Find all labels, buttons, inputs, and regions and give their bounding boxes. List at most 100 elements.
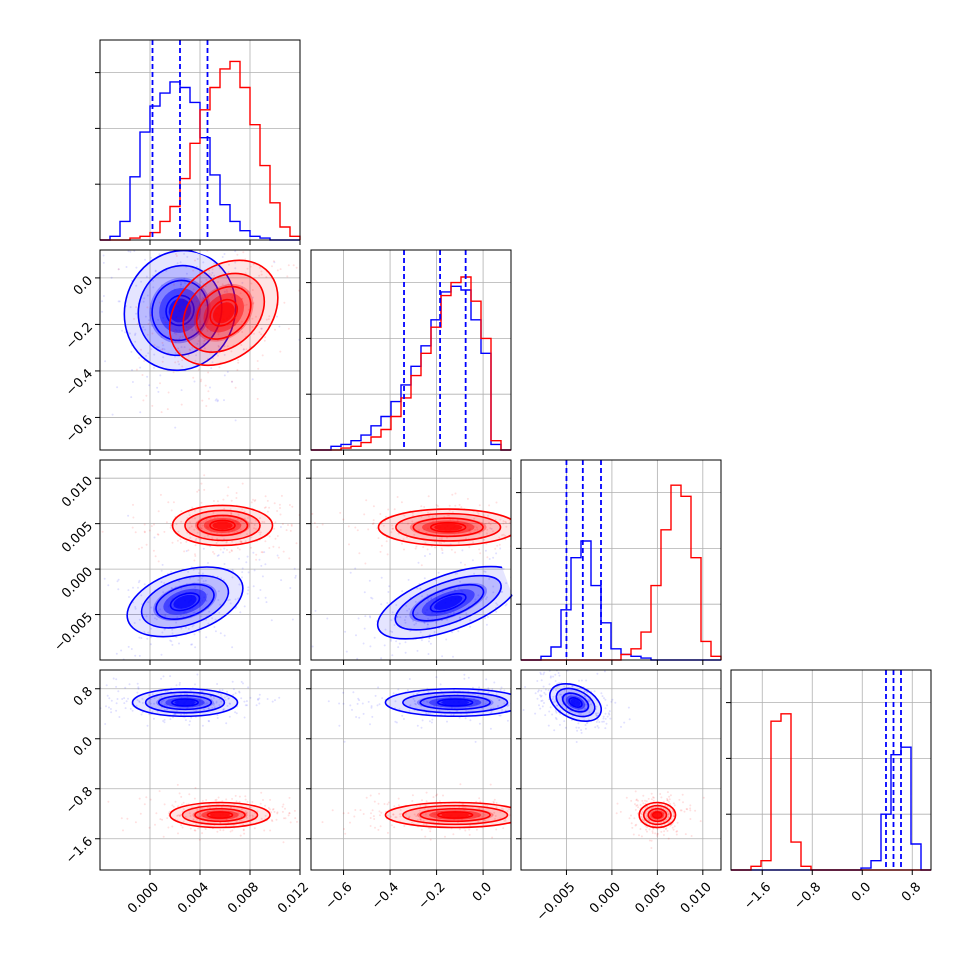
scatter-point: [246, 811, 249, 814]
scatter-point: [101, 530, 104, 533]
scatter-point: [191, 329, 194, 331]
scatter-point: [494, 818, 496, 820]
scatter-point: [197, 489, 200, 492]
scatter-point: [179, 813, 182, 816]
scatter-point: [170, 570, 173, 573]
scatter-point: [110, 711, 113, 714]
scatter-point: [354, 567, 357, 570]
scatter-point: [194, 359, 197, 362]
scatter-point: [115, 678, 118, 681]
scatter-point: [243, 700, 246, 703]
scatter-point: [259, 589, 262, 591]
scatter-point: [474, 598, 477, 601]
scatter-point: [464, 717, 467, 720]
scatter-point: [512, 567, 514, 569]
scatter-point: [176, 783, 179, 786]
scatter-point: [223, 353, 226, 356]
scatter-point: [401, 542, 403, 545]
scatter-point: [428, 827, 430, 830]
scatter-point: [462, 803, 465, 806]
scatter-point: [662, 820, 665, 823]
scatter-point: [512, 817, 514, 819]
scatter-point: [216, 717, 219, 719]
scatter-point: [465, 612, 468, 615]
scatter-point: [662, 834, 665, 836]
scatter-3-0-series-1: [107, 783, 298, 844]
scatter-point: [138, 636, 141, 639]
scatter-point: [260, 551, 263, 554]
scatter-point: [492, 591, 495, 594]
scatter-point: [189, 827, 192, 830]
scatter-point: [569, 709, 572, 712]
scatter-point: [435, 676, 438, 679]
scatter-point: [303, 241, 305, 243]
scatter-point: [227, 697, 230, 700]
scatter-point: [377, 828, 380, 831]
scatter-point: [666, 791, 669, 794]
scatter-point: [165, 269, 168, 272]
scatter-point: [383, 803, 386, 805]
scatter-point: [457, 531, 460, 534]
scatter-point: [542, 685, 545, 688]
scatter-point: [371, 809, 374, 812]
scatter-point: [575, 726, 578, 729]
scatter-point: [650, 815, 653, 818]
scatter-point: [435, 504, 438, 506]
scatter-point: [646, 826, 649, 829]
scatter-point: [131, 709, 134, 712]
scatter-point: [153, 536, 156, 539]
scatter-point: [193, 559, 196, 562]
scatter-point: [474, 528, 476, 531]
scatter-point: [279, 507, 281, 509]
scatter-point: [554, 673, 557, 676]
scatter-point: [513, 832, 515, 834]
scatter-point: [140, 546, 143, 549]
scatter-point: [202, 521, 205, 524]
scatter-point: [222, 709, 225, 712]
scatter-point: [161, 246, 163, 248]
scatter-point: [221, 283, 224, 286]
scatter-point: [264, 495, 267, 498]
scatter-point: [595, 714, 598, 717]
scatter-point: [205, 525, 208, 528]
scatter-point: [134, 654, 137, 657]
scatter-point: [137, 686, 140, 689]
scatter-point: [280, 579, 283, 582]
scatter-point: [148, 701, 151, 704]
scatter-point: [228, 702, 231, 705]
scatter-point: [386, 831, 389, 834]
scatter-point: [249, 345, 252, 348]
scatter-point: [404, 651, 407, 654]
scatter-point: [245, 816, 248, 819]
scatter-point: [392, 527, 394, 530]
scatter-point: [188, 514, 191, 517]
scatter-point: [143, 583, 146, 586]
scatter-point: [372, 522, 375, 525]
scatter-point: [205, 799, 208, 801]
scatter-point: [250, 501, 253, 504]
scatter-point: [169, 718, 172, 721]
y-tick-label-1-1: −0.4: [63, 366, 96, 399]
scatter-point: [255, 558, 258, 561]
scatter-point: [363, 513, 366, 516]
scatter-point: [541, 705, 544, 708]
scatter-point: [356, 657, 359, 660]
scatter-point: [419, 587, 422, 590]
scatter-point: [423, 622, 426, 625]
scatter-point: [686, 808, 689, 811]
scatter-point: [192, 611, 195, 614]
scatter-point: [159, 818, 162, 821]
scatter-point: [219, 603, 222, 606]
scatter-point: [416, 649, 419, 652]
scatter-point: [203, 340, 206, 342]
scatter-point: [191, 643, 194, 646]
scatter-point: [430, 597, 433, 600]
scatter-point: [369, 825, 372, 827]
scatter-point: [450, 706, 453, 709]
scatter-point: [448, 514, 450, 517]
scatter-point: [649, 814, 652, 817]
panel-background-2-1: [311, 460, 511, 660]
scatter-point: [207, 390, 210, 393]
scatter-point: [247, 517, 249, 519]
scatter-point: [498, 699, 501, 702]
